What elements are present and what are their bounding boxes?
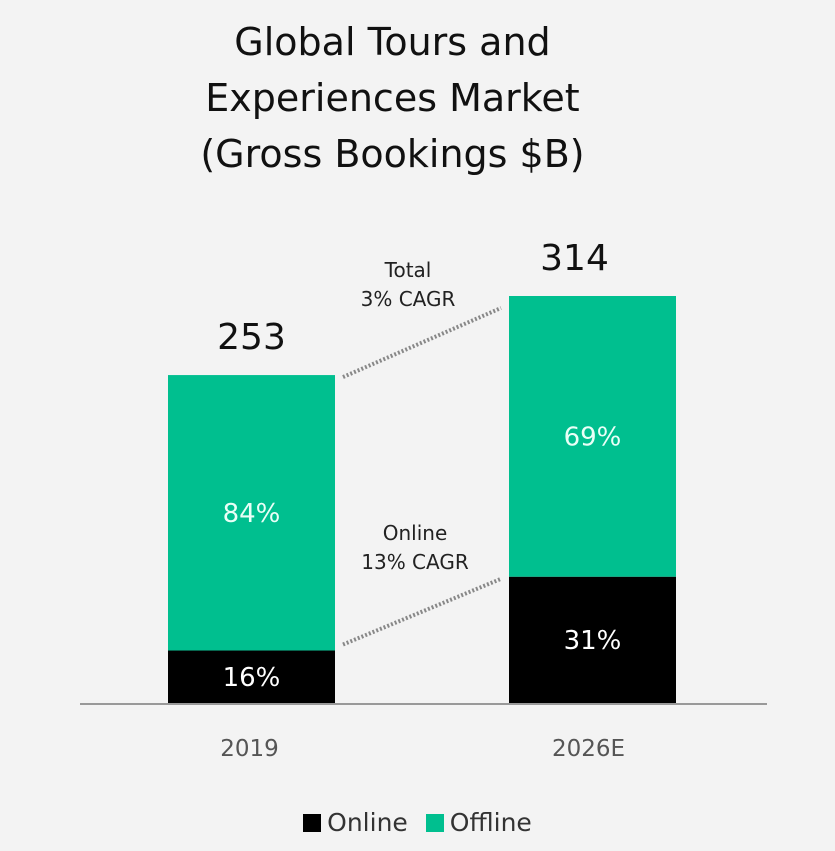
connector-online: [342, 576, 502, 647]
bar-offline-2026E: [509, 296, 676, 577]
chart-title-line-2: Experiences Market: [205, 76, 580, 120]
bar-offline-2019: [168, 375, 335, 651]
legend-label-offline: Offline: [449, 808, 532, 837]
chart-title-line-3: (Gross Bookings $B): [200, 132, 585, 176]
total-label-2026E: 314: [540, 238, 609, 279]
chart-title-line-1: Global Tours and: [234, 20, 551, 64]
total-label-2019: 253: [217, 317, 286, 358]
connector-total: [342, 306, 502, 379]
legend: Online Offline: [0, 808, 835, 837]
chart-plot: 84% 16% 253 2019 69% 31% 314 2026E Total 3% CAGR O…: [80, 238, 767, 762]
data-label-offline-2019: 84%: [223, 499, 281, 529]
legend-swatch-offline: [425, 813, 444, 832]
legend-label-online: Online: [327, 808, 408, 837]
bar-online-2026E: [509, 576, 676, 703]
legend-item-online: Online: [303, 808, 408, 837]
annotation-totals-line-1: Total: [384, 258, 432, 282]
x-tick-label-2026E: 2026E: [552, 736, 625, 762]
legend-item-offline: Offline: [425, 808, 532, 837]
legend-swatch-online: [303, 813, 322, 832]
chart-title: Global Tours and Experiences Market (Gro…: [0, 14, 785, 182]
annotation-totals-line-2: 3% CAGR: [361, 287, 456, 311]
x-tick-label-2019: 2019: [220, 736, 279, 762]
data-label-offline-2026E: 69%: [564, 422, 622, 452]
annotation-online-line-1: Online: [383, 521, 448, 545]
bar-online-2019: [168, 650, 335, 703]
annotation-online-line-2: 13% CAGR: [361, 550, 469, 574]
data-label-online-2019: 16%: [223, 663, 281, 693]
data-label-online-2026E: 31%: [564, 626, 622, 656]
